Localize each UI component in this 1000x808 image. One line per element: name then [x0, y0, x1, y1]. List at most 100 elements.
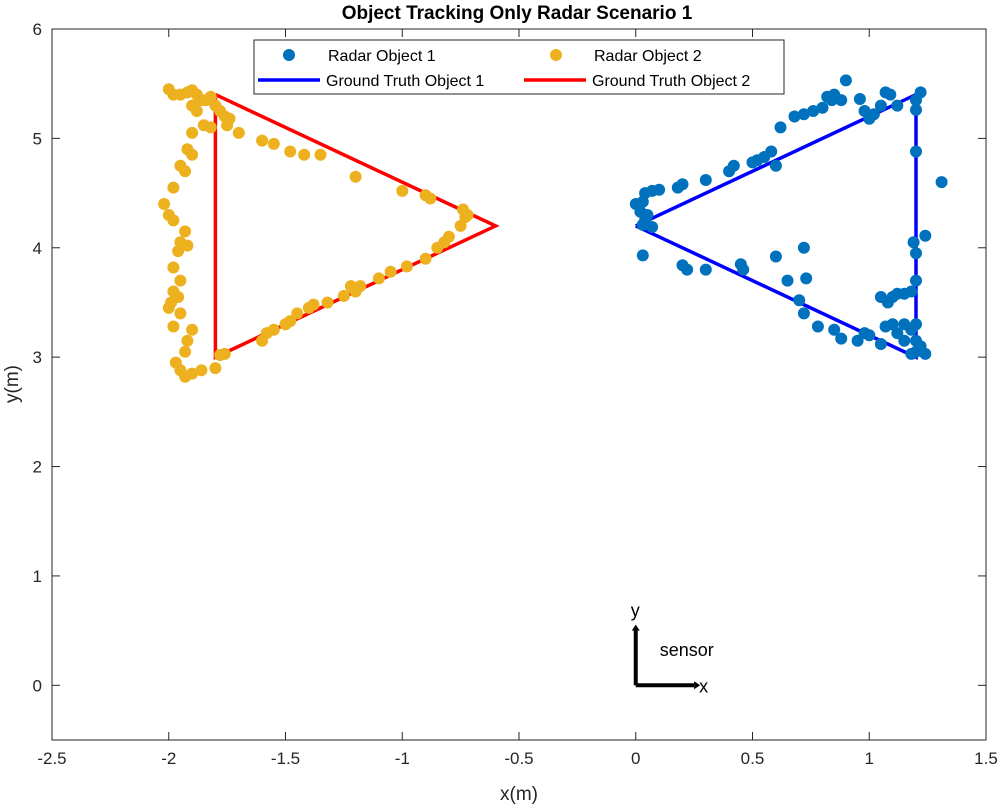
radar-object-1-point: [867, 108, 880, 121]
x-tick-label: 1: [865, 749, 874, 768]
radar-object-1-point: [646, 221, 659, 233]
radar-object-2-point: [186, 126, 199, 139]
radar-object-2-point: [174, 274, 187, 287]
radar-object-1-point: [797, 241, 810, 254]
radar-object-2-point: [167, 261, 180, 274]
radar-object-2-point: [337, 289, 350, 302]
radar-object-1-point: [839, 74, 852, 87]
radar-object-1-point: [835, 332, 848, 345]
radar-object-1-point: [636, 218, 649, 231]
sensor-y-arrowhead: [631, 624, 640, 631]
radar-object-2-point: [167, 320, 180, 333]
radar-object-1-point: [797, 307, 810, 320]
radar-object-2-point: [354, 280, 367, 293]
radar-object-1-point: [919, 229, 932, 242]
radar-object-1-point: [636, 249, 649, 262]
radar-object-1-point: [898, 334, 911, 347]
y-tick-label: 1: [33, 567, 42, 586]
radar-object-1-point: [914, 86, 927, 99]
radar-object-2-point: [284, 145, 297, 158]
radar-object-2-point: [349, 170, 362, 183]
radar-object-1-point: [910, 247, 922, 260]
radar-object-2-point: [284, 315, 297, 328]
legend-label-radar-object-1: Radar Object 1: [328, 48, 436, 65]
radar-object-1-point: [884, 88, 897, 101]
radar-object-2-point: [344, 280, 357, 293]
radar-object-1-point: [891, 99, 904, 112]
radar-object-1-point: [874, 338, 887, 350]
radar-object-2-point: [204, 121, 217, 134]
x-tick-label: 0: [631, 749, 640, 768]
radar-object-2-point: [298, 148, 311, 161]
radar-object-2-point: [442, 230, 455, 243]
legend-label-ground-truth-1: Ground Truth Object 1: [326, 73, 484, 90]
y-tick-label: 6: [33, 20, 42, 39]
radar-object-1-point: [879, 320, 892, 333]
x-tick-label: -2: [161, 749, 176, 768]
radar-points: [158, 74, 948, 383]
radar-object-2-point: [396, 184, 409, 197]
radar-object-2-point: [307, 298, 320, 311]
radar-object-1-point: [919, 347, 932, 360]
radar-object-2-point: [179, 225, 192, 238]
radar-object-1-point: [905, 347, 918, 360]
radar-object-2-point: [167, 181, 180, 194]
radar-object-1-point: [874, 99, 887, 112]
radar-object-2-point: [179, 165, 192, 178]
radar-object-2-point: [172, 245, 185, 258]
radar-object-2-point: [162, 301, 175, 314]
y-tick-label: 0: [33, 676, 42, 695]
radar-object-1-point: [781, 274, 794, 287]
radar-object-2-point: [167, 214, 180, 227]
radar-object-2-point: [314, 148, 327, 161]
radar-object-1-point: [788, 110, 801, 123]
radar-object-1-point: [858, 327, 871, 340]
radar-object-2-point: [400, 260, 413, 273]
radar-object-1-point: [800, 272, 813, 285]
radar-object-2-point: [461, 209, 474, 221]
radar-object-1-point: [853, 93, 866, 105]
radar-object-2-point: [384, 265, 397, 278]
y-tick-label: 2: [33, 458, 42, 477]
y-axis-label: y(m): [2, 365, 23, 403]
radar-object-2-point: [181, 239, 194, 252]
radar-object-1-point: [835, 94, 848, 107]
x-tick-label: 0.5: [741, 749, 765, 768]
radar-object-2-point: [186, 367, 199, 380]
radar-object-1-point: [807, 105, 820, 117]
x-tick-label: -1: [395, 749, 410, 768]
radar-object-1-point: [774, 121, 787, 134]
radar-object-2-point: [181, 334, 194, 347]
radar-object-1-point: [935, 176, 948, 189]
radar-object-1-point: [891, 327, 904, 340]
legend-box: [253, 39, 785, 95]
sensor-text: sensor: [660, 640, 714, 660]
radar-object-2-point: [454, 219, 467, 232]
legend-label-radar-object-2: Radar Object 2: [594, 48, 702, 65]
legend-marker-radar-object-1: [283, 49, 295, 61]
radar-object-1-point: [734, 258, 747, 271]
x-tick-label: -2.5: [37, 749, 66, 768]
radar-object-2-point: [186, 148, 199, 161]
radar-object-1-point: [851, 334, 864, 347]
radar-object-2-point: [209, 362, 222, 375]
radar-object-2-point: [256, 134, 269, 147]
radar-object-1-point: [907, 236, 920, 249]
radar-object-2-point: [419, 252, 432, 265]
x-tick-label: 1.5: [974, 749, 998, 768]
sensor-x-arrowhead: [694, 681, 701, 690]
radar-object-1-point: [905, 323, 918, 336]
radar-object-1-point: [653, 183, 666, 196]
radar-object-2-point: [321, 296, 334, 309]
radar-object-1-point: [797, 108, 810, 121]
axes-box: [51, 28, 987, 741]
radar-object-2-point: [158, 198, 171, 210]
y-axis: 0 1 2 3 4 5 6: [33, 20, 986, 695]
sensor-y-label: y: [631, 601, 640, 621]
radar-object-1-point: [828, 323, 841, 336]
radar-object-2-point: [419, 189, 432, 202]
radar-object-2-point: [267, 137, 280, 150]
legend-label-ground-truth-2: Ground Truth Object 2: [592, 73, 750, 90]
